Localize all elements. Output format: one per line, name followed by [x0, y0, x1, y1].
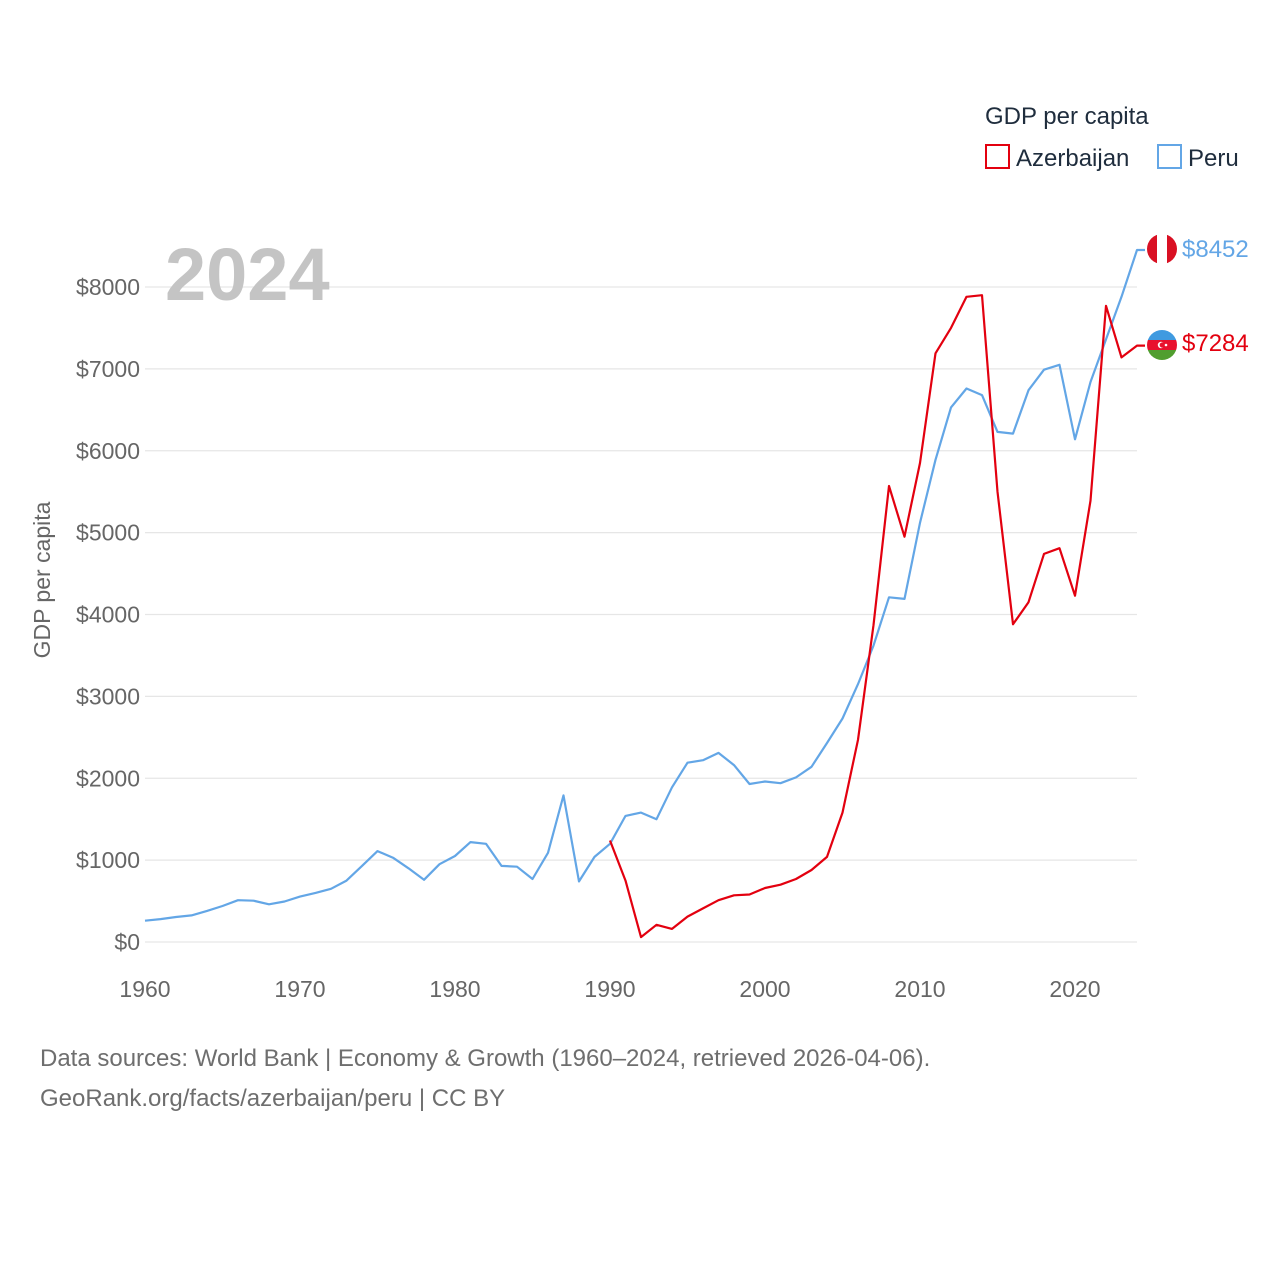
y-tick-label: $7000 [76, 356, 140, 382]
peru-end-label: $8452 [1182, 236, 1249, 263]
series-lines [144, 248, 1145, 939]
legend-item-peru[interactable]: Peru [1157, 144, 1239, 172]
y-tick-label: $6000 [76, 438, 140, 464]
footer-credit[interactable]: GeoRank.org/facts/azerbaijan/peru | CC B… [40, 1085, 506, 1112]
y-tick-label: $0 [114, 929, 140, 955]
y-tick-label: $2000 [76, 765, 140, 791]
y-tick-label: $3000 [76, 683, 140, 709]
x-tick-label: 1970 [274, 976, 325, 1002]
series-line-azerbaijan[interactable] [608, 294, 1145, 939]
x-tick-label: 2010 [894, 976, 945, 1002]
azerbaijan-end-marker: $7284 [1147, 330, 1249, 360]
year-label: 2024 [165, 233, 330, 316]
y-gridlines [145, 286, 1137, 943]
azerbaijan-end-label: $7284 [1182, 330, 1249, 357]
x-tick-label: 2020 [1049, 976, 1100, 1002]
series-line-peru[interactable] [144, 248, 1145, 922]
x-tick-label: 1960 [119, 976, 170, 1002]
y-tick-label: $4000 [76, 602, 140, 628]
peru-flag-icon [1147, 234, 1177, 264]
y-tick-label: $8000 [76, 274, 140, 300]
legend-label-azerbaijan: Azerbaijan [1016, 145, 1129, 172]
peru-end-marker: $8452 [1147, 234, 1249, 264]
y-tick-label: $5000 [76, 520, 140, 546]
y-tick-labels: $0 $1000 $2000 $3000 $4000 $5000 $6000 $7000 $80… [76, 274, 140, 955]
legend-item-azerbaijan[interactable]: Azerbaijan [985, 144, 1129, 172]
azerbaijan-flag-icon [1147, 330, 1177, 360]
legend-swatch-azerbaijan [985, 144, 1010, 169]
y-axis-title: GDP per capita [29, 501, 55, 658]
legend-label-peru: Peru [1188, 145, 1239, 172]
x-tick-labels: 1960 1970 1980 1990 2000 2010 2020 [119, 976, 1100, 1002]
x-tick-label: 2000 [739, 976, 790, 1002]
footer-sources: Data sources: World Bank | Economy & Gro… [40, 1045, 931, 1072]
legend-swatch-peru [1157, 144, 1182, 169]
legend: GDP per capita Azerbaijan Peru [985, 103, 1239, 172]
x-tick-label: 1990 [584, 976, 635, 1002]
x-tick-label: 1980 [429, 976, 480, 1002]
y-tick-label: $1000 [76, 847, 140, 873]
legend-title: GDP per capita [985, 103, 1149, 130]
